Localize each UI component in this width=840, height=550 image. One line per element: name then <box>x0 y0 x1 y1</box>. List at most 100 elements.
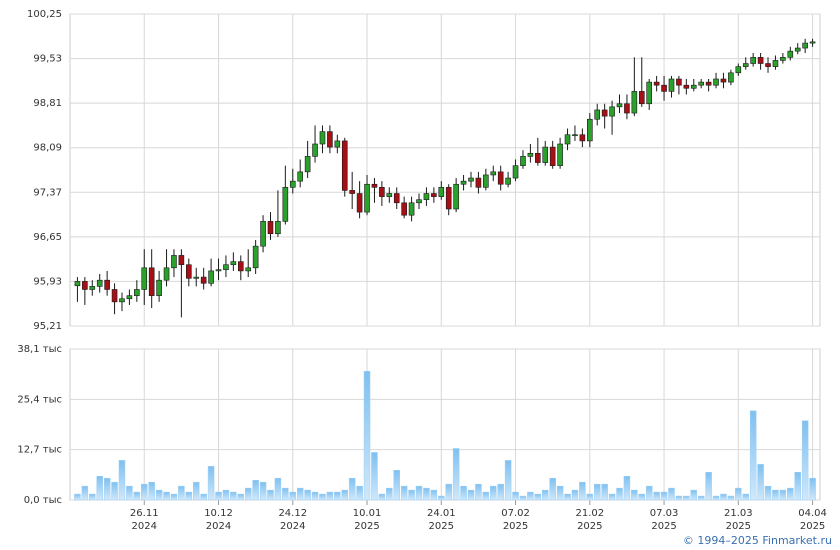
x-tick-label: 10.12 2024 <box>204 508 233 532</box>
candle-body <box>341 140 348 191</box>
x-tick-label: 04.04 2025 <box>798 508 827 532</box>
candle-body <box>453 183 459 210</box>
volume-bar <box>386 487 393 501</box>
volume-bar <box>735 487 742 501</box>
volume-bar <box>230 491 237 501</box>
candle-body <box>223 264 229 270</box>
volume-bar <box>363 370 371 501</box>
volume-bar <box>712 495 720 501</box>
candle-body <box>765 63 771 67</box>
volume-bar <box>326 491 334 501</box>
volume-bar <box>319 493 326 501</box>
candle-body <box>609 106 615 117</box>
candle-body <box>275 221 281 235</box>
volume-bar <box>438 495 445 501</box>
candle-body <box>750 57 756 64</box>
x-tick-label: 10.01 2025 <box>353 508 382 532</box>
candle-body <box>505 177 511 185</box>
volume-bar <box>490 485 497 501</box>
candle-body <box>512 165 519 179</box>
volume-bar <box>296 487 304 501</box>
candle-body <box>497 171 504 185</box>
candle-body <box>431 193 437 197</box>
candle-body <box>289 180 296 188</box>
volume-bar <box>311 491 319 501</box>
volume-bar <box>133 491 141 501</box>
source[interactable]: © 1994–2025 Finmarket.ru <box>683 534 832 547</box>
volume-bar <box>141 483 148 501</box>
volume-bar <box>631 489 638 501</box>
volume-bar <box>497 483 504 501</box>
volume-bar <box>668 487 675 501</box>
candle-body <box>349 190 355 194</box>
volume-bar <box>601 483 608 501</box>
volume-bar <box>586 493 594 501</box>
candle-body <box>252 245 259 269</box>
candle-body <box>587 118 593 142</box>
candle-body <box>379 187 385 197</box>
candle-body <box>653 81 660 86</box>
candle-body <box>304 156 311 173</box>
candle-body <box>535 152 541 163</box>
x-tick-label: 24.12 2024 <box>278 508 307 532</box>
candle-body <box>237 261 244 272</box>
volume-bar <box>556 485 564 501</box>
candle-body <box>416 199 422 204</box>
candle-body <box>809 41 816 44</box>
volume-bar <box>645 485 653 501</box>
volume-bar <box>215 491 222 501</box>
volume-bar <box>534 493 542 501</box>
volume-bar <box>512 491 519 501</box>
candle-body <box>126 295 133 300</box>
volume-bar <box>81 485 89 501</box>
volume-bar <box>282 487 289 501</box>
volume-bar <box>757 464 764 501</box>
volume-bar <box>809 477 816 501</box>
volume-bar <box>341 489 349 501</box>
candle-body <box>713 78 719 86</box>
volume-bar <box>683 495 690 501</box>
candle-body <box>475 177 482 188</box>
candle-body <box>549 146 556 166</box>
candle-body <box>89 286 96 290</box>
candle-body <box>720 78 727 83</box>
candle-body <box>520 156 526 166</box>
volume-bar <box>415 485 423 501</box>
candle-body <box>676 78 682 86</box>
y-tick-label: 25,4 тыс <box>17 394 62 405</box>
candle-body <box>490 171 497 176</box>
candle-body <box>668 78 675 92</box>
volume-bar <box>96 475 103 501</box>
volume-bar <box>519 495 527 501</box>
candle-body <box>119 298 125 303</box>
candle-body <box>698 81 704 86</box>
volume-bar <box>378 493 386 501</box>
volume-bar <box>579 481 586 501</box>
volume-bar <box>504 460 512 501</box>
volume-bar <box>200 493 207 501</box>
y-tick-label: 95,21 <box>33 321 62 332</box>
candle-body <box>163 267 170 281</box>
volume-bar <box>348 477 356 501</box>
x-tick-label: 07.02 2025 <box>501 508 530 532</box>
volume-bar <box>118 460 126 501</box>
volume-bar <box>259 481 267 501</box>
volume-bar <box>608 493 616 501</box>
candle-body <box>735 66 742 74</box>
y-tick-label: 38,1 тыс <box>17 344 62 355</box>
volume-bar <box>749 410 757 501</box>
volume-bar <box>423 487 430 501</box>
candle-body <box>327 131 333 148</box>
volume-bar <box>720 493 727 501</box>
candle-body <box>757 57 764 64</box>
candle-body <box>245 267 252 272</box>
y-tick-label: 98,09 <box>33 143 62 154</box>
x-tick-label: 21.03 2025 <box>724 508 753 532</box>
volume-bar <box>616 487 623 501</box>
volume-bar <box>660 491 668 501</box>
volume-bar <box>371 452 378 501</box>
candle-body <box>631 91 638 114</box>
volume-bar <box>222 489 230 501</box>
volume-bar <box>304 489 311 501</box>
